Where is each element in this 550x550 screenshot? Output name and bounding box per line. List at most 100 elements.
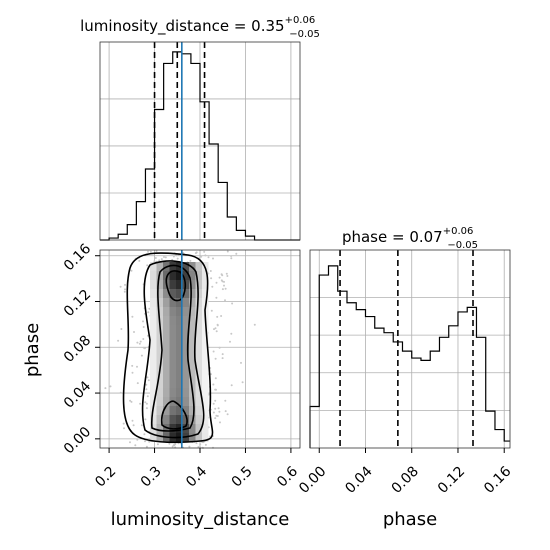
scatter-point [213,328,215,331]
heatmap-cell [195,424,202,433]
heatmap-cell [182,262,189,271]
scatter-point [172,255,175,258]
heatmap-cell [150,415,157,424]
heatmap-cell [169,325,176,334]
heatmap-cell [189,289,196,298]
contour-outer [122,252,214,444]
scatter-point [221,288,224,291]
heatmap-cell [182,325,189,334]
heatmap-cell [189,379,196,388]
scatter-point [147,379,150,382]
scatter-point [200,255,203,258]
scatter-point [147,250,149,253]
scatter-point [131,364,134,367]
scatter-point [214,377,217,380]
heatmap-cell [176,289,183,298]
scatter-point [210,309,213,312]
scatter-point [195,442,198,445]
heatmap-cell [156,343,163,352]
heatmap-cell [150,379,157,388]
heatmap-cell [176,280,183,289]
heatmap-cell [182,316,189,325]
heatmap-cell [163,298,170,307]
heatmap-cell [202,415,209,424]
scatter-point [207,256,210,259]
scatter-point [140,424,143,427]
y-axis-label: phase [22,323,43,377]
scatter-point [144,418,147,421]
scatter-point [229,340,231,343]
heatmap-cell [182,334,189,343]
scatter-point [217,407,220,410]
heatmap-cell [156,280,163,289]
scatter-point [143,433,146,436]
heatmap-cell [150,316,157,325]
scatter-point [154,257,157,259]
scatter-point [147,311,150,314]
heatmap-cell [189,316,196,325]
scatter-point [133,331,135,333]
scatter-point [223,280,225,283]
scatter-point [176,257,179,260]
heatmap-cell [195,271,202,280]
scatter-point [145,388,148,391]
scatter-point [224,410,227,413]
heatmap-cell [176,388,183,397]
scatter-point [164,256,167,259]
heatmap-cell [156,298,163,307]
heatmap-cell [176,298,183,307]
scatter-point [253,323,256,326]
scatter-point [218,346,221,349]
scatter-point [145,383,148,386]
heatmap-cell [182,370,189,379]
scatter-point [124,283,126,286]
y-tick-label: 0.04 [61,378,94,411]
scatter-point [220,315,223,317]
heatmap-cell [150,289,157,298]
y-tick-label: 0.00 [61,424,94,457]
scatter-point [231,302,234,305]
x-axis-label-phase: phase [383,509,437,530]
heatmap-cell [182,271,189,280]
heatmap-cell [163,289,170,298]
scatter-point [215,281,218,284]
scatter-point [149,250,152,253]
scatter-point [129,441,131,444]
heatmap-cell [169,343,176,352]
heatmap-cell [163,316,170,325]
heatmap-cell [202,424,209,433]
heatmap-cell [150,397,157,406]
heatmap-cell [182,406,189,415]
scatter-point [230,255,233,257]
scatter-point [221,357,224,360]
heatmap-cell [156,352,163,361]
heatmap-cell [202,325,209,334]
heatmap-cell [202,397,209,406]
scatter-point [163,256,165,258]
scatter-point [203,250,206,253]
heatmap-cell [189,343,196,352]
scatter-point [240,361,242,364]
x-tick-label: 0.2 [92,463,119,490]
heatmap-cell [189,352,196,361]
heatmap-cell [150,280,157,289]
scatter-point [146,264,149,267]
phase-title: phase = 0.07+0.06 −0.05 [342,226,478,251]
heatmap-cell [150,334,157,343]
scatter-point [230,332,233,335]
scatter-point [219,421,221,424]
heatmap-cell [202,379,209,388]
scatter-point [209,270,212,272]
scatter-point [140,354,143,357]
heatmap-cell [176,307,183,316]
scatter-point [214,327,217,330]
scatter-point [155,250,158,252]
scatter-point [130,400,133,403]
panel-phase-histogram: phase = 0.07+0.06 −0.05 0.00 0.04 0.08 0.12 0… [296,226,514,530]
heatmap-cell [176,334,183,343]
heatmap-cell [189,298,196,307]
heatmap-cell [195,388,202,397]
heatmap-cell [169,379,176,388]
luminosity-title: luminosity_distance = 0.35+0.06 −0.05 [80,15,320,40]
heatmap-cell [169,388,176,397]
